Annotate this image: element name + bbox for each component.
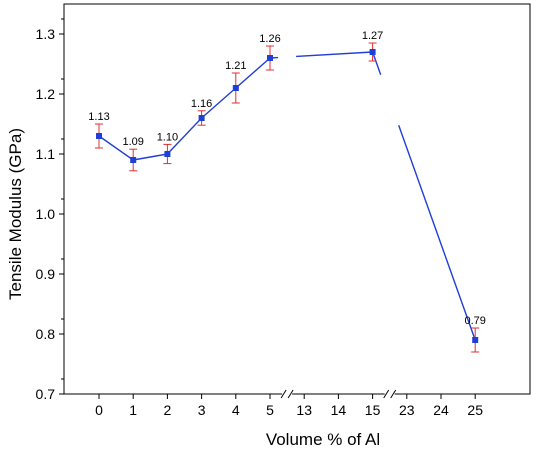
x-tick-label: 13 <box>296 402 312 418</box>
axis-break-mark <box>383 389 390 399</box>
x-tick-label: 14 <box>331 402 347 418</box>
data-point <box>232 85 239 91</box>
series-line <box>296 51 373 58</box>
data-point <box>198 115 205 121</box>
axis-break-gap <box>282 392 293 397</box>
y-axis-title: Tensile Modulus (GPa) <box>6 128 25 300</box>
x-tick-label: 24 <box>433 402 449 418</box>
y-tick-label: 0.9 <box>36 266 56 282</box>
y-tick-label: 1.2 <box>36 86 56 102</box>
data-point <box>164 151 171 157</box>
data-point <box>267 55 273 61</box>
x-tick-label: 5 <box>266 402 274 418</box>
series-line <box>235 57 271 89</box>
axes <box>63 3 531 399</box>
series-line <box>166 117 203 155</box>
data-label: 0.79 <box>464 315 485 327</box>
x-tick-label: 25 <box>467 402 483 418</box>
axis-break-mark <box>287 389 294 399</box>
y-tick-label: 1.3 <box>36 26 56 42</box>
x-tick-label: 2 <box>164 402 172 418</box>
y-tick-label: 0.7 <box>36 386 56 402</box>
data-label: 1.27 <box>362 30 383 42</box>
axis-break-mark <box>280 389 287 399</box>
ticks: 0.70.80.91.01.11.21.30 1 2 3 4 5 13 14 15 23 24 25 <box>36 18 483 418</box>
y-tick-label: 1.1 <box>36 146 56 162</box>
y-tick-label: 1.0 <box>36 206 56 222</box>
data-point <box>369 49 376 55</box>
axis-break-mark <box>390 389 397 399</box>
series <box>95 42 480 353</box>
plot-frame <box>63 3 531 395</box>
y-tick-label: 0.8 <box>36 326 56 342</box>
data-label: 1.13 <box>88 111 109 123</box>
series-line <box>98 135 134 161</box>
x-tick-label: 1 <box>129 402 137 418</box>
x-tick-label: 4 <box>232 402 240 418</box>
data-point <box>472 337 479 343</box>
axis-break-gap <box>384 392 395 397</box>
x-tick-label: 15 <box>365 402 381 418</box>
data-label: 1.21 <box>225 60 246 72</box>
data-point <box>130 157 137 163</box>
x-axis-title: Volume % of Al <box>266 430 380 449</box>
series-line <box>371 51 382 75</box>
series-line <box>201 87 237 119</box>
data-labels: 1.13 1.09 1.10 1.16 1.21 1.26 1.27 0.79 <box>88 30 486 327</box>
x-tick-label: 0 <box>95 402 103 418</box>
data-label: 1.09 <box>122 136 143 148</box>
data-label: 1.16 <box>191 98 212 110</box>
data-point <box>96 133 102 139</box>
data-label: 1.10 <box>157 131 178 143</box>
series-line <box>398 125 476 341</box>
data-label: 1.26 <box>259 33 280 45</box>
series-line <box>133 153 168 161</box>
x-tick-label: 23 <box>399 402 415 418</box>
x-tick-label: 3 <box>198 402 206 418</box>
